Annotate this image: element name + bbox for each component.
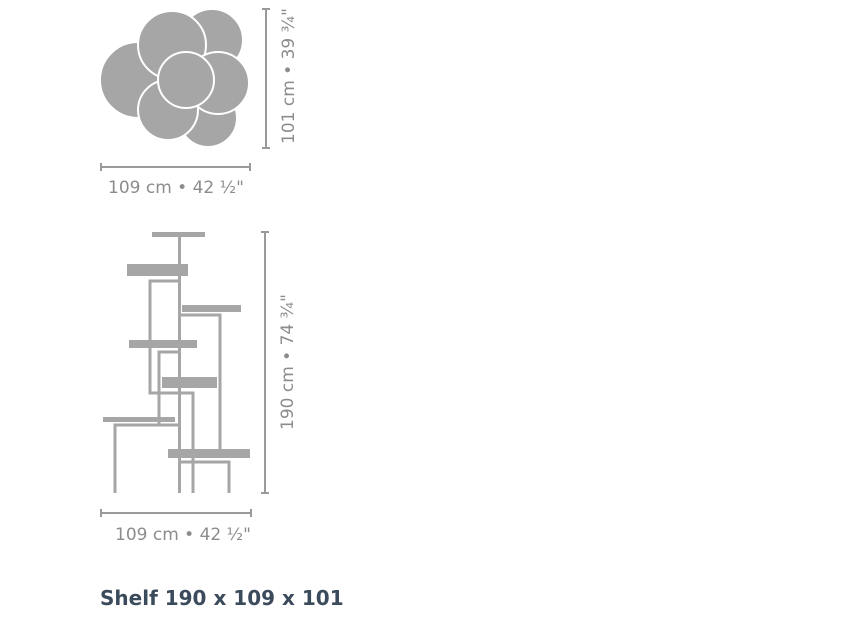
top-width-label: 109 cm • 42 ½"	[108, 178, 244, 198]
side-view-legs	[113, 237, 231, 493]
side-dimension-lines	[100, 231, 269, 517]
top-depth-label: 101 cm • 39 ¾"	[279, 8, 299, 144]
side-height-label: 190 cm • 74 ¾"	[278, 294, 298, 430]
product-title: Shelf 190 x 109 x 101	[100, 586, 344, 610]
shelf	[182, 305, 241, 312]
side-view	[103, 232, 250, 458]
shelf-top-circle	[157, 51, 215, 109]
shelf	[152, 232, 205, 237]
shelf	[103, 417, 175, 422]
top-dimension-lines	[100, 8, 270, 171]
side-width-label: 109 cm • 42 ½"	[115, 525, 251, 545]
shelf	[127, 264, 188, 276]
shelf	[129, 340, 197, 348]
top-view	[99, 8, 250, 148]
shelf	[168, 449, 250, 458]
shelf	[162, 377, 217, 388]
